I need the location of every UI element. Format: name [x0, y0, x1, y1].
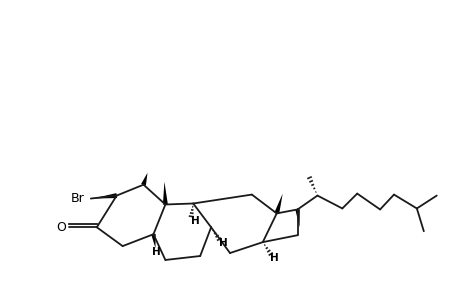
Text: H: H [152, 247, 161, 257]
Polygon shape [141, 173, 147, 185]
Polygon shape [295, 209, 299, 227]
Text: H: H [270, 253, 279, 263]
Polygon shape [274, 194, 282, 214]
Text: H: H [190, 216, 199, 226]
Polygon shape [93, 193, 117, 199]
Text: H: H [218, 238, 227, 248]
Polygon shape [162, 182, 168, 205]
Text: O: O [56, 221, 66, 234]
Polygon shape [151, 234, 155, 248]
Text: Br: Br [71, 192, 85, 205]
